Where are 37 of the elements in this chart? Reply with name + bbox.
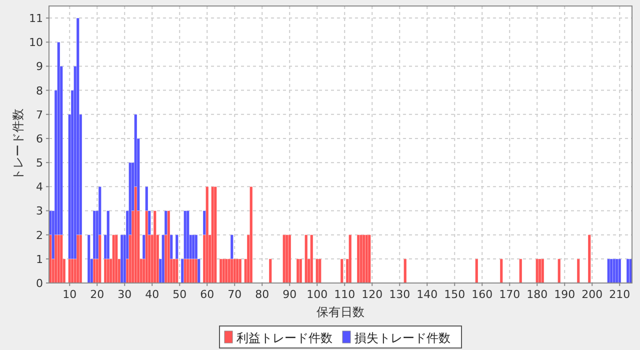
y-tick-label: 0 <box>36 277 43 290</box>
x-tick-label: 140 <box>416 288 438 301</box>
y-tick-label: 11 <box>29 12 43 26</box>
y-tick-label: 4 <box>36 180 43 194</box>
y-tick-label: 3 <box>36 204 43 218</box>
x-tick-label: 120 <box>362 288 383 301</box>
x-tick-label: 90 <box>282 288 297 301</box>
x-tick-label: 80 <box>255 288 270 301</box>
x-tick-label: 160 <box>472 288 493 301</box>
x-tick-label: 100 <box>306 288 328 301</box>
x-tick-label: 70 <box>228 288 242 301</box>
legend-label: 損失トレード件数 <box>354 331 450 345</box>
y-tick-label: 7 <box>36 108 43 122</box>
x-tick-label: 150 <box>444 288 466 301</box>
x-tick-label: 210 <box>609 288 630 301</box>
x-tick-label: 50 <box>172 288 187 301</box>
x-tick-label: 170 <box>499 288 520 301</box>
x-tick-label: 200 <box>582 288 603 301</box>
x-tick-label: 180 <box>526 288 548 301</box>
x-tick-label: 110 <box>334 288 356 301</box>
legend-label: 利益トレード件数 <box>236 331 332 345</box>
y-tick-label: 1 <box>36 252 43 266</box>
x-tick-label: 40 <box>145 288 160 301</box>
x-tick-label: 20 <box>90 288 104 301</box>
y-axis-title: トレード件数 <box>11 108 25 180</box>
y-tick-label: 9 <box>36 60 43 74</box>
y-tick-label: 5 <box>36 156 43 170</box>
x-tick-label: 30 <box>118 288 132 301</box>
y-tick-label: 2 <box>36 228 43 242</box>
y-tick-label: 8 <box>36 84 43 98</box>
y-tick-label: 10 <box>29 36 43 50</box>
y-tick-label: 6 <box>36 132 43 146</box>
x-tick-label: 10 <box>62 288 77 301</box>
x-tick-label: 60 <box>200 288 214 301</box>
x-tick-label: 190 <box>554 288 576 301</box>
x-tick-label: 130 <box>389 288 410 301</box>
x-axis-title: 保有日数 <box>316 305 364 319</box>
